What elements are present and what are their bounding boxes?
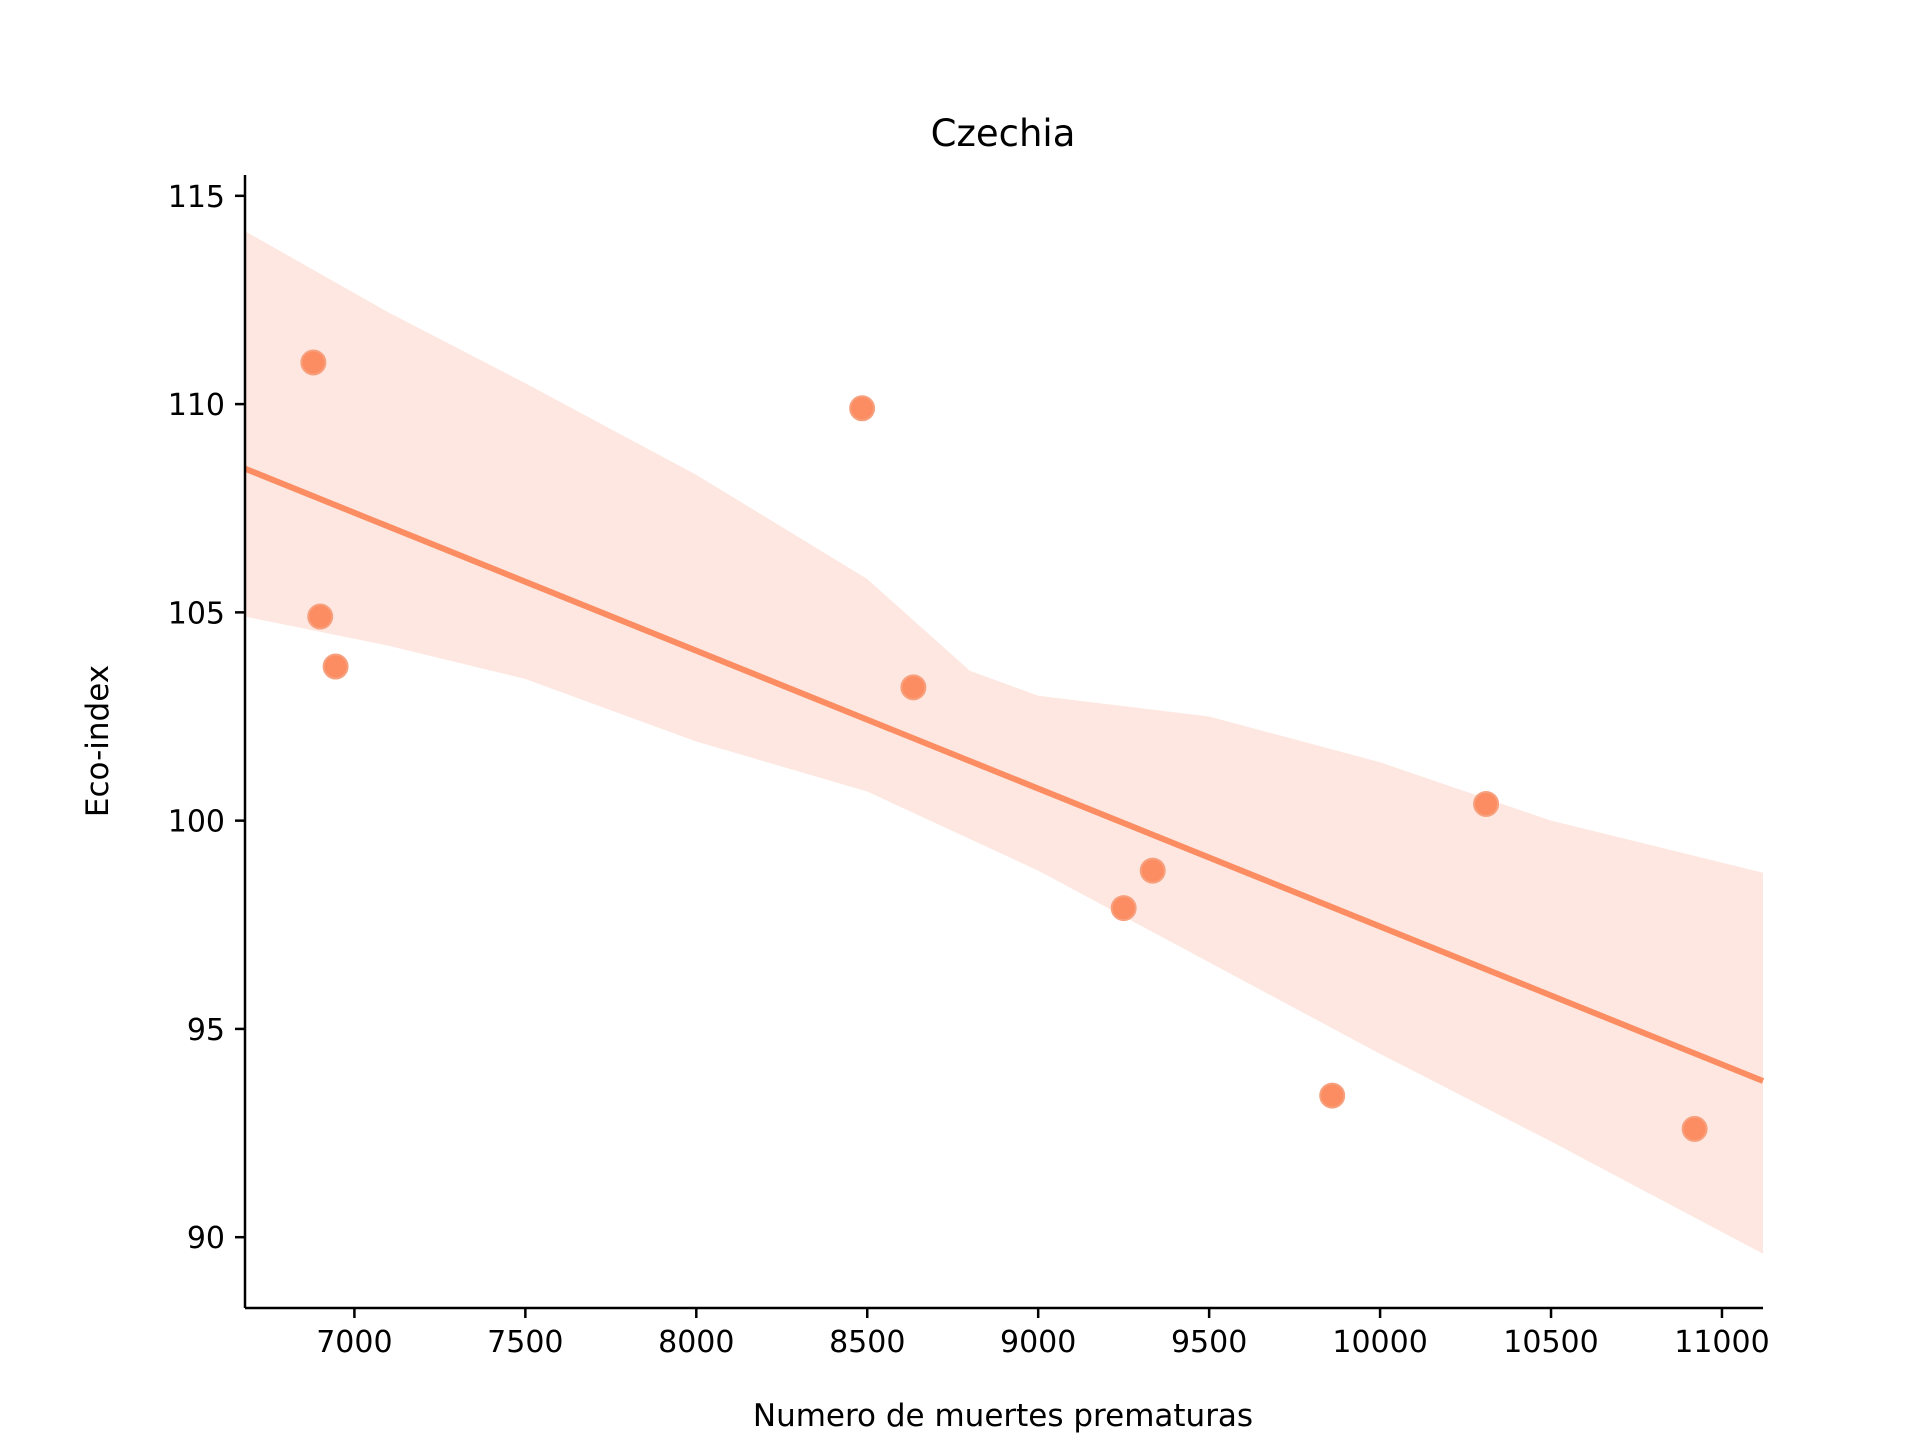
x-axis-label: Numero de muertes prematuras: [753, 1398, 1253, 1434]
x-tick-label: 10000: [1332, 1325, 1427, 1360]
data-point: [1681, 1115, 1708, 1142]
data-point: [322, 653, 349, 680]
regression-line: [243, 465, 1765, 1084]
chart-title: Czechia: [931, 112, 1076, 155]
data-point: [300, 349, 327, 376]
x-tick-label: 10500: [1503, 1325, 1598, 1360]
data-point: [1139, 857, 1166, 884]
x-tick-label: 11000: [1674, 1325, 1769, 1360]
plot-area: [243, 231, 1765, 1254]
y-axis-ticks: 90 95 100 105 110 115: [168, 180, 245, 1256]
data-point: [1473, 790, 1500, 817]
y-tick-label: 90: [187, 1221, 225, 1256]
x-tick-label: 8500: [829, 1325, 905, 1360]
x-tick-label: 9000: [1000, 1325, 1076, 1360]
y-tick-label: 110: [168, 388, 225, 423]
data-point: [900, 674, 927, 701]
data-point: [1319, 1082, 1346, 1109]
x-tick-label: 7000: [316, 1325, 392, 1360]
y-tick-label: 100: [168, 805, 225, 840]
confidence-band: [245, 231, 1763, 1254]
data-point: [1110, 895, 1137, 922]
x-tick-label: 9500: [1171, 1325, 1247, 1360]
y-axis-label: Eco-index: [80, 665, 116, 817]
x-tick-label: 7500: [487, 1325, 563, 1360]
x-axis-ticks: 7000 7500 8000 8500 9000 9500 10000 10500 11000: [316, 1308, 1770, 1360]
y-tick-label: 115: [168, 180, 225, 215]
y-tick-label: 105: [168, 596, 225, 631]
data-point: [307, 603, 334, 630]
x-tick-label: 8000: [658, 1325, 734, 1360]
y-tick-label: 95: [187, 1013, 225, 1048]
data-point: [849, 395, 876, 422]
